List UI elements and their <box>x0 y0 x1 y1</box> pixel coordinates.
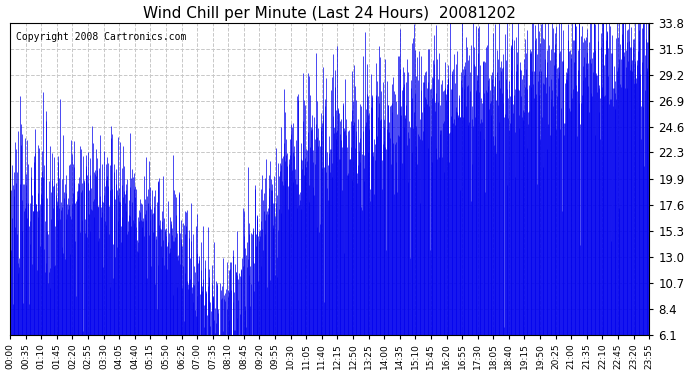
Title: Wind Chill per Minute (Last 24 Hours)  20081202: Wind Chill per Minute (Last 24 Hours) 20… <box>143 6 516 21</box>
Text: Copyright 2008 Cartronics.com: Copyright 2008 Cartronics.com <box>17 33 187 42</box>
